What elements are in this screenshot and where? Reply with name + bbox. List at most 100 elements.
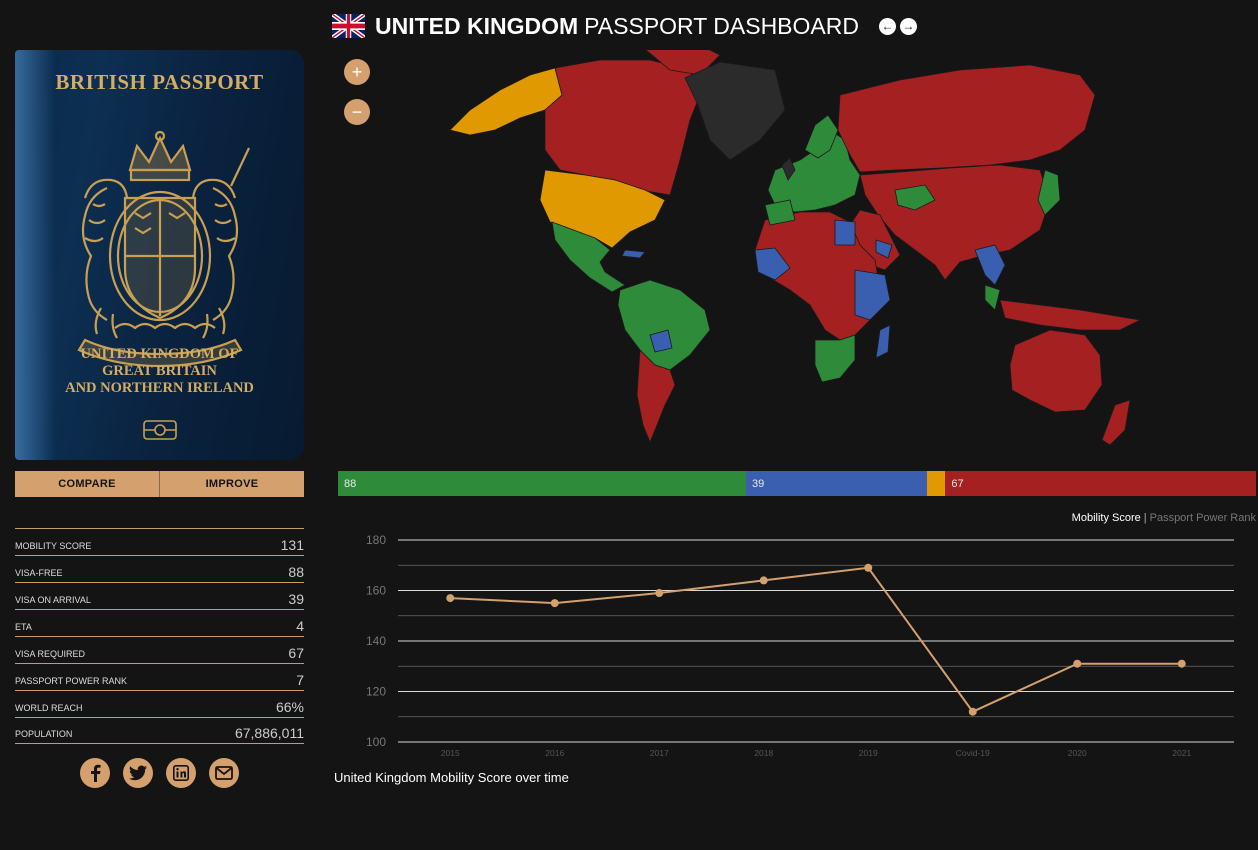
map-region-morocco bbox=[764, 199, 796, 226]
map-region-malaysia bbox=[984, 284, 1001, 311]
chart-caption: United Kingdom Mobility Score over time bbox=[334, 770, 569, 785]
map-region-new-zealand bbox=[1101, 399, 1131, 446]
map-region-southeast-asia bbox=[974, 244, 1006, 286]
stat-row: POPULATION 67,886,011 bbox=[15, 717, 304, 744]
facebook-share-button[interactable] bbox=[80, 758, 110, 788]
mobility-score-point[interactable] bbox=[655, 589, 664, 598]
arrow-left-icon: ← bbox=[881, 19, 894, 33]
x-tick-label: 2015 bbox=[441, 748, 460, 758]
next-country-button[interactable]: → bbox=[899, 17, 917, 35]
arrow-right-icon: → bbox=[902, 19, 915, 33]
stat-value: 67,886,011 bbox=[234, 725, 304, 741]
passport-country-name: UNITED KINGDOM OF GREAT BRITAIN AND NORT… bbox=[15, 346, 304, 397]
map-region-kazakhstan bbox=[894, 184, 936, 211]
page-title-subtitle: PASSPORT DASHBOARD bbox=[584, 12, 859, 39]
twitter-icon bbox=[129, 765, 147, 781]
x-tick-label: Covid-19 bbox=[956, 748, 990, 758]
map-region-south-america bbox=[617, 279, 711, 371]
map-region-gulf bbox=[875, 239, 893, 259]
passport-title: BRITISH PASSPORT bbox=[55, 70, 264, 94]
mobility-score-point[interactable] bbox=[864, 563, 873, 572]
mobility-score-point[interactable] bbox=[1177, 659, 1186, 668]
x-tick-label: 2020 bbox=[1068, 748, 1087, 758]
zoom-in-button[interactable]: + bbox=[344, 59, 370, 85]
map-region-bolivia bbox=[649, 329, 673, 353]
compare-button[interactable]: COMPARE bbox=[15, 471, 159, 497]
passport-country-line: UNITED KINGDOM OF bbox=[80, 346, 239, 362]
y-tick-label: 140 bbox=[366, 634, 386, 648]
mobility-score-point[interactable] bbox=[446, 594, 455, 603]
stat-value: 7 bbox=[296, 672, 304, 688]
distribution-segment-visa-on-arrival[interactable]: 39 bbox=[746, 471, 927, 496]
distribution-segment-visa-free[interactable]: 88 bbox=[338, 471, 746, 496]
mobility-score-chart: 100 120 140 160 180 2015 2016 2017 2018 2019 Covid… bbox=[366, 533, 1234, 758]
map-region-africa-east bbox=[854, 269, 891, 321]
stat-value: 131 bbox=[280, 537, 304, 553]
stat-row: MOBILITY SCORE 131 bbox=[15, 528, 304, 555]
mobility-score-point[interactable] bbox=[968, 707, 977, 716]
stat-row: ETA 4 bbox=[15, 609, 304, 636]
map-region-southern-cone bbox=[636, 349, 676, 444]
distribution-segment-visa-required[interactable]: 67 bbox=[945, 471, 1256, 496]
stat-row: VISA REQUIRED 67 bbox=[15, 636, 304, 663]
zoom-out-button[interactable]: − bbox=[344, 99, 370, 125]
social-share-bar bbox=[80, 758, 239, 788]
stat-label: VISA ON ARRIVAL bbox=[15, 595, 91, 605]
map-region-uk-home bbox=[781, 157, 796, 181]
stat-value: 66% bbox=[275, 699, 304, 715]
previous-country-button[interactable]: ← bbox=[878, 17, 896, 35]
y-tick-label: 160 bbox=[366, 584, 386, 598]
x-tick-label: 2019 bbox=[859, 748, 878, 758]
map-region-greenland bbox=[684, 61, 786, 161]
chart-metric-toggle: Mobility Score | Passport Power Rank bbox=[1072, 512, 1256, 524]
stat-label: WORLD REACH bbox=[15, 703, 83, 713]
twitter-share-button[interactable] bbox=[123, 758, 153, 788]
linkedin-icon bbox=[173, 765, 189, 781]
email-share-button[interactable] bbox=[209, 758, 239, 788]
map-region-japan bbox=[1037, 169, 1061, 216]
stat-label: ETA bbox=[15, 622, 32, 632]
stat-label: PASSPORT POWER RANK bbox=[15, 676, 128, 686]
mobility-score-point[interactable] bbox=[1073, 659, 1082, 668]
passport-stats-table: MOBILITY SCORE 131 VISA-FREE 88 VISA ON ARRI… bbox=[15, 528, 304, 744]
stat-value: 67 bbox=[288, 645, 304, 661]
world-visa-map[interactable] bbox=[440, 50, 1258, 450]
map-region-russia bbox=[837, 64, 1096, 173]
x-tick-label: 2017 bbox=[650, 748, 669, 758]
stat-row: VISA-FREE 88 bbox=[15, 555, 304, 582]
stat-value: 88 bbox=[288, 564, 304, 580]
map-region-africa-west bbox=[754, 247, 791, 281]
stat-label: VISA-FREE bbox=[15, 568, 63, 578]
page-header: UNITED KINGDOM PASSPORT DASHBOARD ← → bbox=[332, 10, 917, 42]
y-tick-label: 100 bbox=[366, 735, 386, 749]
linkedin-share-button[interactable] bbox=[166, 758, 196, 788]
x-tick-label: 2021 bbox=[1172, 748, 1191, 758]
tab-passport-power-rank[interactable]: Passport Power Rank bbox=[1149, 512, 1256, 524]
stat-row: WORLD REACH 66% bbox=[15, 690, 304, 717]
y-tick-label: 120 bbox=[366, 685, 386, 699]
improve-button[interactable]: IMPROVE bbox=[159, 471, 304, 497]
passport-country-line: GREAT BRITAIN bbox=[102, 363, 217, 379]
stat-row: PASSPORT POWER RANK 7 bbox=[15, 663, 304, 690]
visa-distribution-bar: 88 39 67 bbox=[338, 471, 1256, 496]
biometric-chip-icon bbox=[143, 420, 177, 440]
distribution-segment-eta[interactable] bbox=[926, 471, 946, 496]
stat-value: 4 bbox=[296, 618, 304, 634]
mobility-score-line bbox=[450, 566, 1182, 713]
tab-mobility-score[interactable]: Mobility Score bbox=[1071, 512, 1141, 524]
map-region-madagascar bbox=[875, 324, 891, 359]
stat-label: VISA REQUIRED bbox=[15, 649, 86, 659]
mobility-score-point[interactable] bbox=[550, 599, 559, 608]
map-region-canada-islands bbox=[645, 50, 721, 76]
mobility-score-point[interactable] bbox=[759, 576, 768, 585]
map-region-indonesia bbox=[999, 299, 1142, 331]
y-tick-label: 180 bbox=[366, 533, 386, 547]
page-title-country: UNITED KINGDOM bbox=[375, 12, 579, 39]
toggle-separator: | bbox=[1143, 512, 1147, 524]
facebook-icon bbox=[91, 764, 101, 782]
email-icon bbox=[215, 766, 233, 780]
map-region-egypt bbox=[834, 219, 856, 246]
passport-cover: BRITISH PASSPORT bbox=[15, 50, 304, 460]
stat-label: MOBILITY SCORE bbox=[15, 541, 92, 551]
page-title: UNITED KINGDOM PASSPORT DASHBOARD bbox=[375, 13, 859, 40]
